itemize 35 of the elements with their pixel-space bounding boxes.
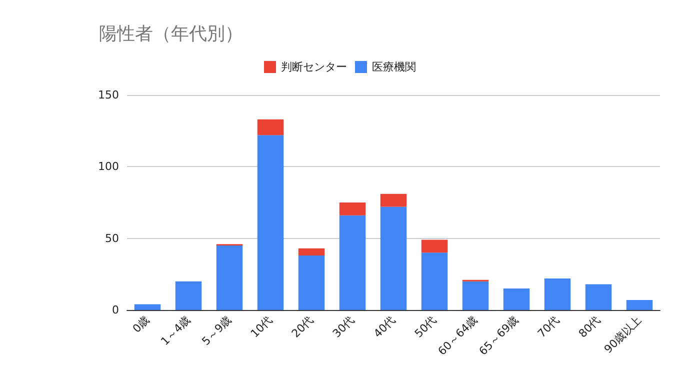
- bar: [421, 252, 448, 310]
- y-tick-label: 150: [98, 88, 119, 102]
- legend-label: 医療機関: [372, 60, 416, 74]
- bar: [544, 278, 571, 310]
- bar: [257, 135, 284, 310]
- x-tick-label: 5～9歳: [199, 313, 234, 348]
- bar: [175, 281, 202, 310]
- y-tick-label: 0: [112, 304, 119, 316]
- bar: [421, 240, 448, 253]
- bar: [216, 246, 243, 310]
- x-tick-label: 40代: [371, 313, 398, 340]
- chart-title: 陽性者（年代別）: [99, 24, 243, 44]
- x-tick-label: 10代: [248, 313, 276, 340]
- bar: [257, 119, 284, 136]
- y-tick-label: 100: [98, 160, 119, 174]
- legend-label: 判断センター: [281, 60, 347, 74]
- bar: [462, 281, 489, 310]
- bar: [339, 202, 366, 216]
- bar: [585, 284, 612, 310]
- x-tick-label: 1～4歳: [158, 313, 194, 348]
- x-tick-label: 0歳: [130, 313, 152, 336]
- bar: [339, 215, 366, 310]
- x-tick-label: 80代: [576, 313, 604, 340]
- x-tick-label: 20代: [289, 313, 316, 340]
- bar: [380, 194, 407, 207]
- x-tick-label: 30代: [330, 313, 358, 340]
- bar: [134, 304, 161, 310]
- bar: [298, 248, 325, 256]
- x-tick-label: 90歳以上: [602, 313, 644, 356]
- y-tick-label: 50: [105, 232, 119, 245]
- bar: [380, 206, 407, 310]
- bar: [626, 300, 653, 310]
- bar: [503, 288, 530, 310]
- x-tick-label: 70代: [535, 313, 562, 340]
- bar: [298, 256, 325, 310]
